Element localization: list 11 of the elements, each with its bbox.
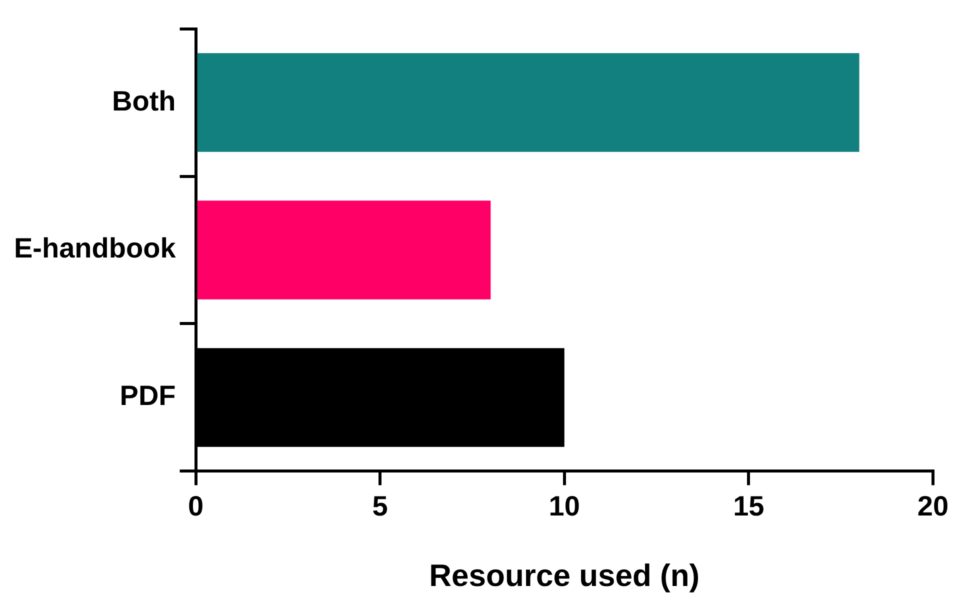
y-tick-label: PDF — [120, 380, 176, 412]
x-tick-label: 5 — [372, 490, 388, 522]
bar — [197, 53, 860, 152]
y-tick-label: Both — [112, 85, 176, 116]
bar — [197, 200, 491, 300]
y-tick-label: E-handbook — [14, 232, 176, 264]
x-tick-label: 15 — [733, 490, 764, 522]
x-axis-title: Resource used (n) — [429, 558, 700, 593]
x-tick-label: 10 — [548, 490, 580, 522]
x-tick-label: 0 — [188, 490, 204, 522]
x-tick-label: 20 — [917, 490, 949, 522]
